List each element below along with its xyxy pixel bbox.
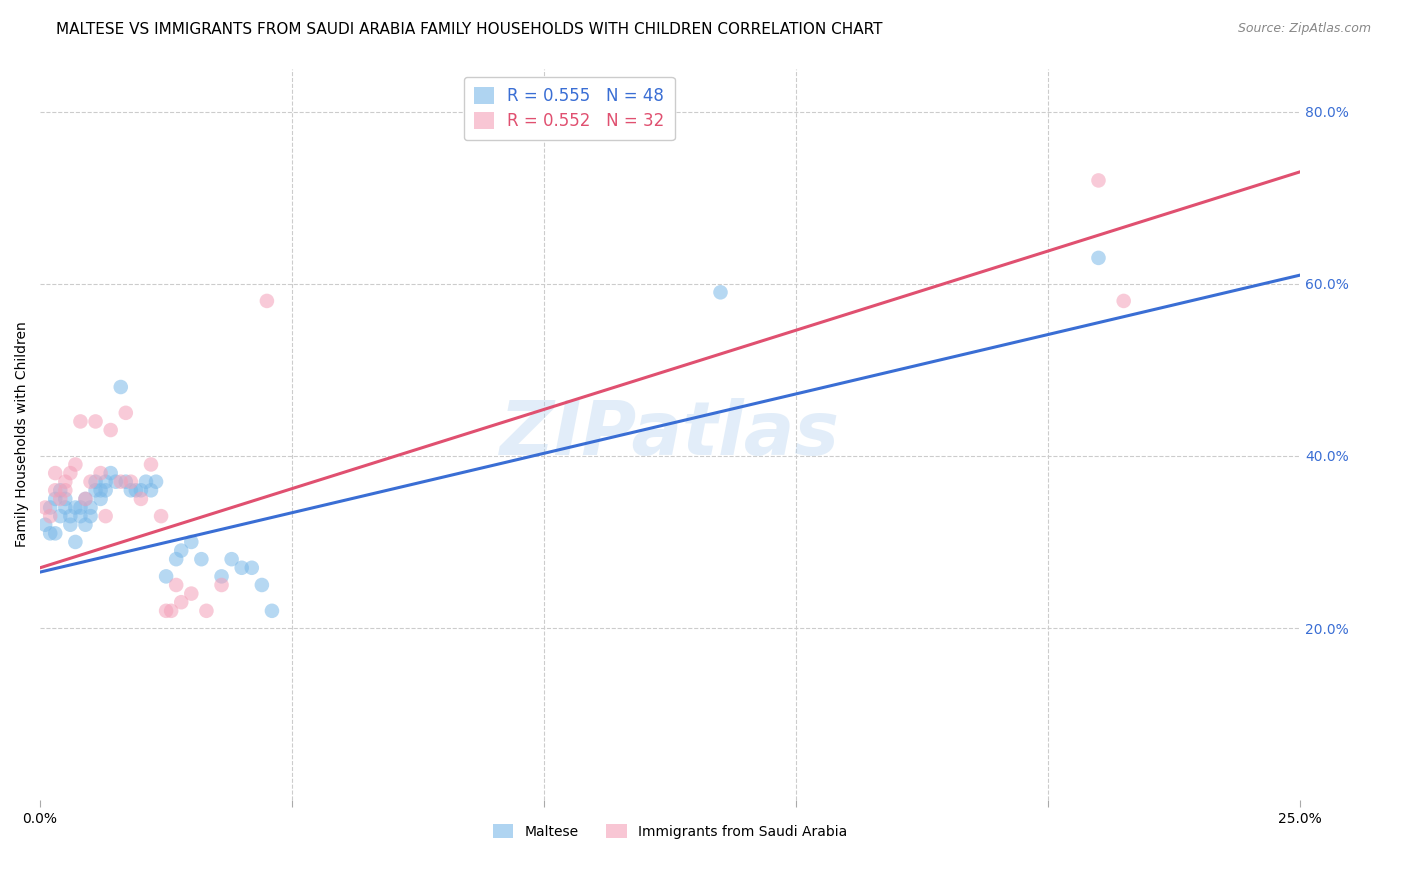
Text: MALTESE VS IMMIGRANTS FROM SAUDI ARABIA FAMILY HOUSEHOLDS WITH CHILDREN CORRELAT: MALTESE VS IMMIGRANTS FROM SAUDI ARABIA … <box>56 22 883 37</box>
Point <box>100 423 122 437</box>
Point <box>145 475 167 489</box>
Point <box>1112 293 1135 308</box>
Point <box>53 475 76 489</box>
Point <box>39 500 62 515</box>
Point <box>65 500 87 515</box>
Point <box>211 578 233 592</box>
Point <box>59 509 82 524</box>
Point <box>1087 251 1109 265</box>
Point <box>155 604 177 618</box>
Point <box>110 380 132 394</box>
Point <box>211 569 233 583</box>
Point <box>221 552 243 566</box>
Point <box>79 500 101 515</box>
Point <box>59 517 82 532</box>
Point <box>90 491 112 506</box>
Point <box>139 458 162 472</box>
Point <box>84 483 107 498</box>
Point <box>53 483 76 498</box>
Point <box>114 406 136 420</box>
Point <box>709 285 731 300</box>
Point <box>44 483 66 498</box>
Point <box>1087 173 1109 187</box>
Point <box>240 561 263 575</box>
Point <box>79 475 101 489</box>
Point <box>94 509 117 524</box>
Point <box>129 483 152 498</box>
Point <box>110 475 132 489</box>
Point <box>44 466 66 480</box>
Point <box>84 475 107 489</box>
Point <box>231 561 253 575</box>
Point <box>65 458 87 472</box>
Point <box>75 491 97 506</box>
Point <box>69 509 91 524</box>
Point <box>49 483 72 498</box>
Point <box>129 491 152 506</box>
Point <box>125 483 148 498</box>
Point <box>65 535 87 549</box>
Point <box>44 526 66 541</box>
Point <box>170 595 193 609</box>
Point <box>104 475 127 489</box>
Point <box>180 535 202 549</box>
Point <box>120 483 142 498</box>
Point <box>75 491 97 506</box>
Point <box>195 604 218 618</box>
Point <box>114 475 136 489</box>
Point <box>59 466 82 480</box>
Point <box>53 500 76 515</box>
Point <box>34 500 56 515</box>
Text: ZIPatlas: ZIPatlas <box>501 398 841 471</box>
Point <box>49 491 72 506</box>
Point <box>165 552 187 566</box>
Point <box>155 569 177 583</box>
Point <box>94 483 117 498</box>
Point <box>190 552 212 566</box>
Point <box>34 517 56 532</box>
Point <box>250 578 273 592</box>
Point <box>100 466 122 480</box>
Point <box>75 517 97 532</box>
Point <box>165 578 187 592</box>
Point <box>49 509 72 524</box>
Point <box>120 475 142 489</box>
Point <box>90 466 112 480</box>
Point <box>180 586 202 600</box>
Point <box>90 483 112 498</box>
Point <box>39 509 62 524</box>
Legend: Maltese, Immigrants from Saudi Arabia: Maltese, Immigrants from Saudi Arabia <box>486 819 853 845</box>
Point <box>256 293 278 308</box>
Point <box>94 475 117 489</box>
Text: Source: ZipAtlas.com: Source: ZipAtlas.com <box>1237 22 1371 36</box>
Point <box>44 491 66 506</box>
Point <box>69 500 91 515</box>
Point <box>170 543 193 558</box>
Point <box>53 491 76 506</box>
Y-axis label: Family Households with Children: Family Households with Children <box>15 321 30 547</box>
Point <box>139 483 162 498</box>
Point <box>69 414 91 428</box>
Point <box>84 414 107 428</box>
Point <box>150 509 173 524</box>
Point <box>160 604 183 618</box>
Point <box>135 475 157 489</box>
Point <box>260 604 283 618</box>
Point <box>39 526 62 541</box>
Point <box>79 509 101 524</box>
